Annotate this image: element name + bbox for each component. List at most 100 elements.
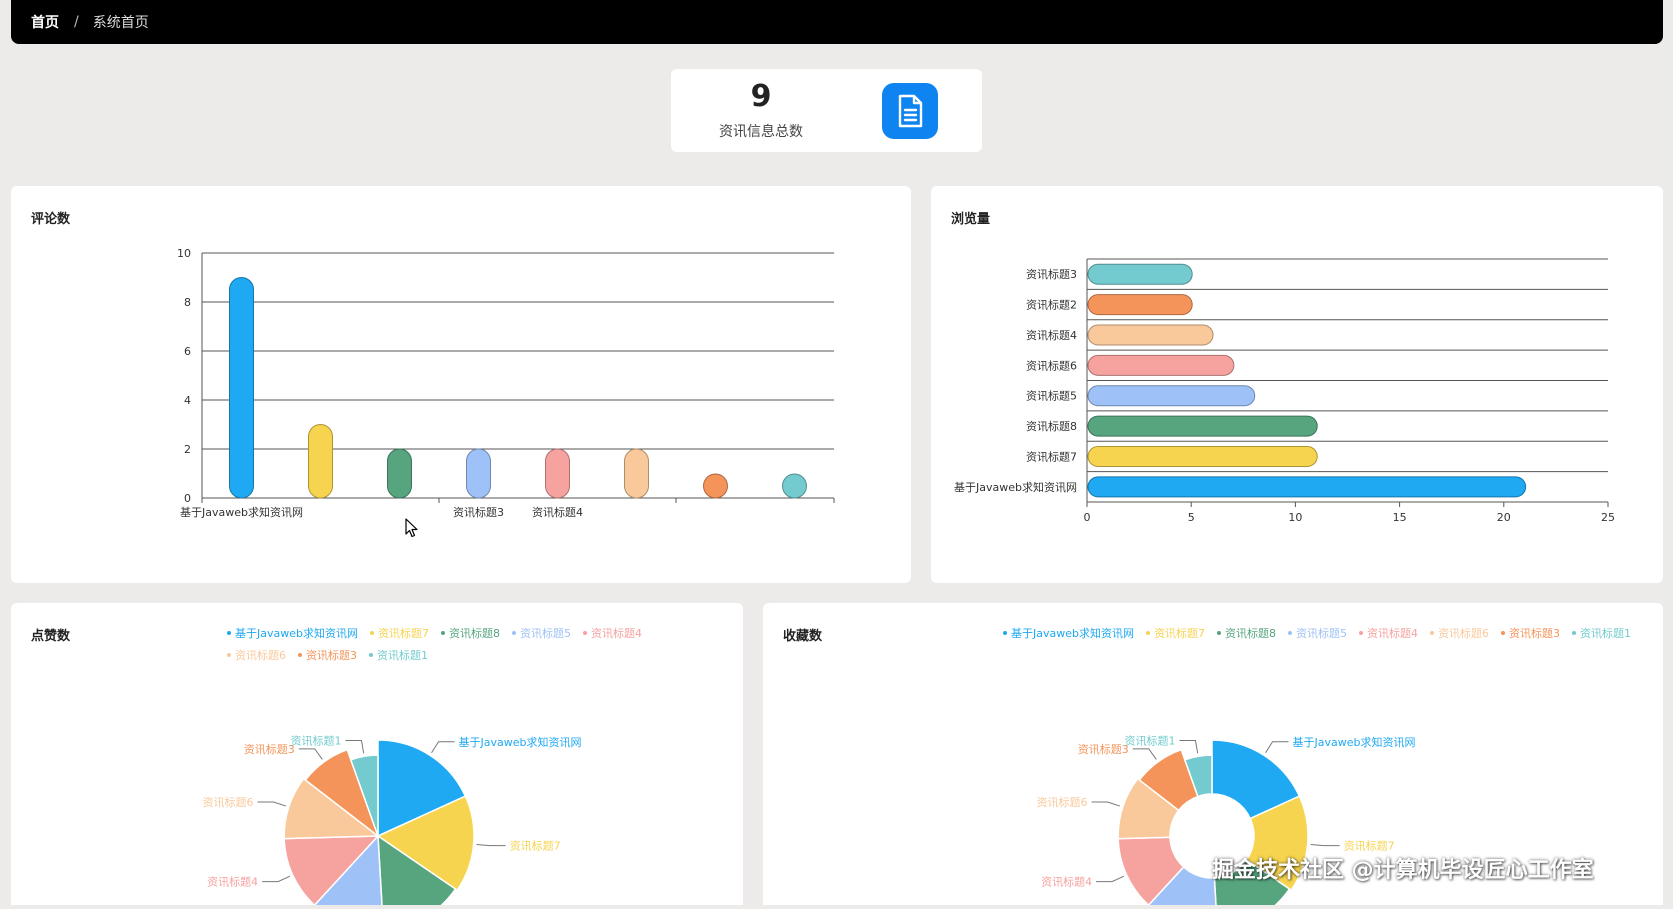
legend-item[interactable]: 资讯标题6 [1429, 625, 1489, 641]
legend-dot-icon [227, 653, 231, 657]
views-bar-chart: 资讯标题3 资讯标题2 资讯标题4 资讯标题6 资讯标题5 资讯标题8 资讯标题7 基于Jav… [954, 258, 1615, 524]
legend-label: 资讯标题5 [1295, 627, 1347, 640]
news-total-value: 9 [750, 79, 772, 114]
likes-chart-card: 点赞数 基于Javaweb求知资讯网 资讯标题7 资讯标题8 资讯标题5 资讯标题4 资讯… [11, 603, 743, 909]
pie-slice-6 [1138, 748, 1199, 812]
bar-7 [1087, 476, 1527, 498]
legend-label: 资讯标题1 [1579, 627, 1631, 640]
legend-item[interactable]: 资讯标题5 [511, 625, 571, 641]
legend-item[interactable]: 资讯标题6 [227, 647, 286, 663]
pie-slice-7 [1184, 754, 1213, 798]
label-leader-line [1096, 875, 1125, 883]
y-tick-label: 资讯标题5 [1026, 389, 1077, 403]
pie-slice-2 [377, 835, 457, 909]
legend-item[interactable]: 资讯标题3 [298, 647, 357, 663]
slice-label: 资讯标题6 [203, 795, 254, 809]
likes-legend: 基于Javaweb求知资讯网 资讯标题7 资讯标题8 资讯标题5 资讯标题4 资讯标题6 资… [227, 625, 707, 663]
y-tick-label: 基于Javaweb求知资讯网 [954, 480, 1077, 494]
y-tick-label: 10 [177, 247, 191, 260]
legend-item[interactable]: 资讯标题1 [1571, 625, 1631, 641]
news-total-card: 9 资讯信息总数 [671, 69, 982, 152]
legend-label: 资讯标题8 [448, 627, 500, 640]
news-total-label: 资讯信息总数 [719, 124, 803, 140]
legend-label: 资讯标题3 [306, 649, 357, 662]
legend-item[interactable]: 资讯标题1 [369, 647, 428, 663]
bar-2 [387, 448, 412, 499]
views-chart-card: 浏览量 资讯标题3 资讯标题2 资讯标题4 资讯标题6 资讯标题5 资讯标题8 资讯标题7 基… [931, 186, 1663, 583]
legend-label: 资讯标题1 [377, 649, 428, 662]
label-leader-line [345, 740, 365, 754]
x-tick-label: 20 [1497, 511, 1511, 524]
label-leader-line [257, 801, 287, 807]
pie-slice-5 [1117, 777, 1180, 840]
legend-label: 资讯标题4 [1366, 627, 1418, 640]
legend-label: 资讯标题6 [1437, 627, 1489, 640]
label-leader-line [1265, 741, 1289, 753]
comments-chart-card: 评论数 0 2 4 6 8 10 基于Javaweb求知资讯网 资讯标题3 资讯标题4 [11, 186, 911, 583]
document-icon [882, 83, 938, 139]
pie-slice-4 [1117, 836, 1185, 906]
legend-item[interactable]: 资讯标题3 [1500, 625, 1560, 641]
legend-dot-icon [582, 631, 587, 635]
pie-slice-1 [1245, 795, 1309, 891]
legend-item[interactable]: 资讯标题8 [440, 625, 500, 641]
x-tick-label: 基于Javaweb求知资讯网 [180, 505, 303, 519]
comments-bar-chart: 0 2 4 6 8 10 基于Javaweb求知资讯网 资讯标题3 资讯标题4 [177, 247, 835, 519]
label-leader-line [262, 875, 291, 883]
y-tick-label: 2 [184, 443, 191, 456]
y-tick-label: 资讯标题8 [1026, 419, 1077, 433]
legend-item[interactable]: 资讯标题7 [369, 625, 429, 641]
slice-label: 资讯标题7 [510, 839, 561, 853]
x-tick-label: 5 [1188, 511, 1195, 524]
comments-chart-title: 评论数 [31, 212, 71, 227]
x-tick-label: 资讯标题3 [453, 505, 504, 519]
x-tick-label: 25 [1601, 511, 1615, 524]
label-leader-line [1179, 740, 1199, 754]
slice-label: 资讯标题4 [207, 875, 258, 889]
slice-label: 基于Javaweb求知资讯网 [459, 735, 582, 749]
mouse-cursor-icon [405, 518, 418, 538]
legend-dot-icon [1429, 631, 1434, 635]
legend-dot-icon [369, 631, 374, 635]
legend-item[interactable]: 基于Javaweb求知资讯网 [1003, 625, 1134, 641]
pie-slice-7 [350, 754, 379, 837]
pie-slice-0 [1211, 739, 1301, 820]
bar-1 [308, 424, 333, 499]
pie-slice-0 [377, 739, 467, 837]
favs-chart-title: 收藏数 [783, 629, 823, 644]
legend-item[interactable]: 资讯标题4 [1358, 625, 1418, 641]
breadcrumb-home[interactable]: 首页 [31, 15, 59, 31]
legend-label: 资讯标题7 [1153, 627, 1205, 640]
favs-chart-card: 收藏数 基于Javaweb求知资讯网 资讯标题7 资讯标题8 资讯标题5 资讯标题4 资讯… [763, 603, 1663, 909]
bar-6 [703, 473, 728, 499]
legend-item[interactable]: 资讯标题7 [1145, 625, 1205, 641]
slice-label: 基于Javaweb求知资讯网 [1293, 735, 1416, 749]
legend-item[interactable]: 资讯标题4 [582, 625, 642, 641]
legend-item[interactable]: 基于Javaweb求知资讯网 [227, 625, 358, 641]
bar-3 [1087, 354, 1235, 376]
favs-legend: 基于Javaweb求知资讯网 资讯标题7 资讯标题8 资讯标题5 资讯标题4 资讯标题6 资… [1003, 625, 1653, 641]
legend-label: 资讯标题7 [377, 627, 429, 640]
x-tick-label: 资讯标题4 [532, 505, 583, 519]
breadcrumb-separator: / [74, 14, 79, 30]
legend-item[interactable]: 资讯标题8 [1216, 625, 1276, 641]
pie-slice-5 [283, 777, 379, 840]
legend-label: 基于Javaweb求知资讯网 [235, 627, 358, 640]
legend-item[interactable]: 资讯标题5 [1287, 625, 1347, 641]
watermark-text: 掘金技术社区 @计算机毕设匠心工作室 [1212, 858, 1594, 883]
legend-dot-icon [1500, 631, 1505, 635]
legend-dot-icon [227, 631, 231, 635]
views-chart-title: 浏览量 [951, 212, 991, 227]
y-tick-label: 资讯标题4 [1026, 328, 1077, 342]
legend-dot-icon [1358, 631, 1363, 635]
legend-label: 基于Javaweb求知资讯网 [1011, 627, 1134, 640]
y-tick-label: 8 [184, 296, 191, 309]
legend-dot-icon [511, 631, 516, 635]
legend-label: 资讯标题3 [1508, 627, 1560, 640]
breadcrumb-current: 系统首页 [92, 15, 149, 31]
pie-slice-2 [1213, 858, 1291, 909]
bar-4 [1087, 385, 1256, 407]
x-tick-label: 0 [1084, 511, 1091, 524]
slice-label: 资讯标题1 [1124, 734, 1175, 748]
